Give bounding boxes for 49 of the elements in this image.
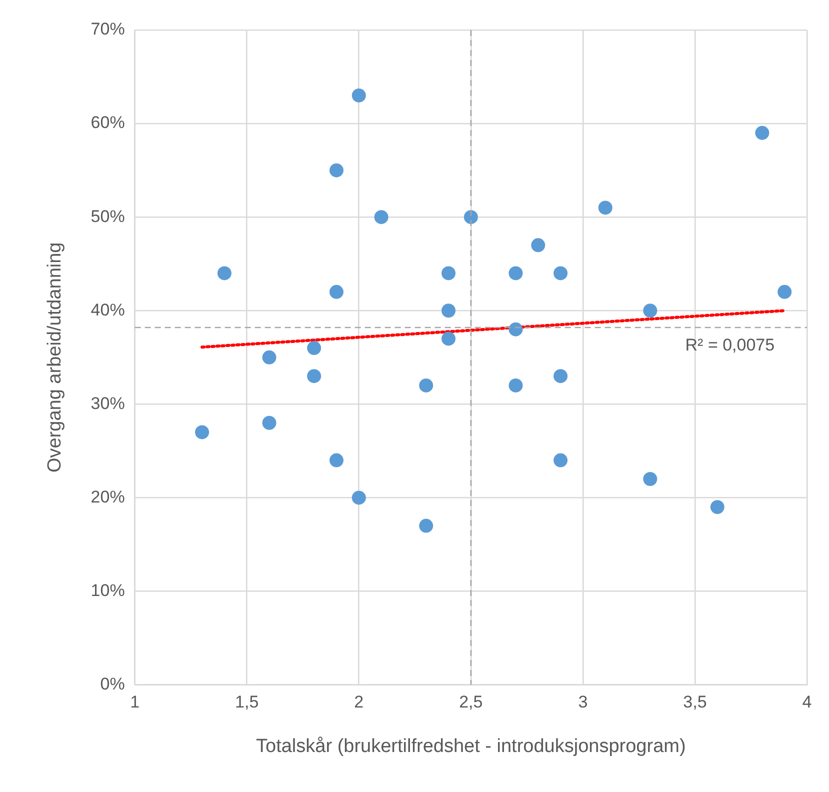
x-axis-title: Totalskår (brukertilfredshet - introduksjonsprogram) <box>256 736 686 757</box>
x-tick-label: 1 <box>130 692 140 712</box>
point <box>195 425 210 440</box>
point <box>374 210 388 224</box>
point <box>352 88 366 102</box>
point <box>508 378 523 392</box>
x-tick-label: 4 <box>802 692 812 712</box>
x-tick-label: 1,5 <box>235 692 259 712</box>
point <box>598 200 612 215</box>
point <box>262 416 276 430</box>
point <box>554 453 568 468</box>
annotation: R² = 0,0075 <box>685 336 775 355</box>
x-tick-label: 2 <box>354 692 364 712</box>
y-tick-label: 10% <box>90 580 125 600</box>
point <box>508 266 523 280</box>
point <box>710 500 724 514</box>
point <box>217 266 232 280</box>
y-tick-label: 20% <box>90 487 125 506</box>
point <box>419 378 434 392</box>
point <box>778 284 792 299</box>
y-tick-label: 30% <box>90 394 125 413</box>
point <box>329 284 344 299</box>
y-tick-label: 60% <box>90 113 125 132</box>
y-tick-label: 40% <box>90 300 125 320</box>
point <box>307 369 322 384</box>
point <box>419 518 434 533</box>
y-tick-label: 50% <box>90 206 125 226</box>
point <box>554 369 568 384</box>
point <box>352 490 366 505</box>
point <box>464 210 478 224</box>
x-tick-label: 3 <box>578 692 588 712</box>
point <box>531 238 546 252</box>
point <box>508 322 523 336</box>
point <box>755 126 770 140</box>
point <box>329 453 344 468</box>
y-tick-label: 0% <box>100 674 125 694</box>
x-tick-label: 3,5 <box>683 692 707 712</box>
point <box>442 332 456 346</box>
x-tick-label: 2,5 <box>459 692 483 712</box>
y-axis-title: Overgang arbeid/utdanning <box>44 242 66 473</box>
y-tick-label: 70% <box>90 20 125 39</box>
point <box>442 304 456 318</box>
point <box>554 266 568 280</box>
point <box>329 163 344 178</box>
point <box>643 304 658 318</box>
point <box>262 350 276 364</box>
point <box>307 341 322 356</box>
point <box>643 472 658 486</box>
point <box>442 266 456 280</box>
